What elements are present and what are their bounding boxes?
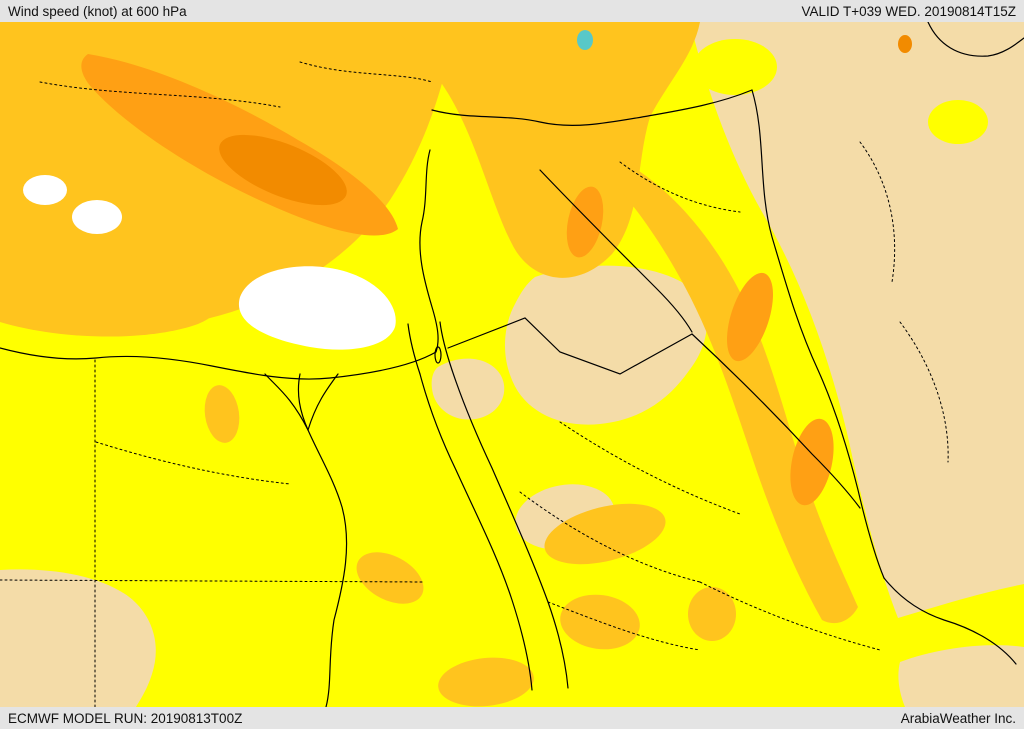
wind-band-amber-hejaz [356,552,424,604]
wind-band-white-egypt-north [238,266,396,350]
wind-band-tan-iran [690,22,1024,618]
brand-label: ArabiaWeather Inc. [900,710,1016,726]
coastline-caspian [927,22,1024,57]
border-turkey-south [431,89,753,126]
wind-core-orange-zagros-north [727,272,773,362]
border-syria-iraq [539,169,693,333]
wind-band-yellow-anatolia-east [693,39,777,95]
wind-band-amber-nejd-1 [544,503,666,565]
boundary-saudi-2-dotted [519,491,701,583]
wind-band-tan-jordan-saudi [504,265,707,425]
model-run-label: ECMWF MODEL RUN: 20190813T00Z [8,710,243,726]
river-nile-delta-east [307,373,339,431]
wind-core-orange-zagros-south [790,418,834,506]
footer-bar: ECMWF MODEL RUN: 20190813T00Z ArabiaWeat… [0,707,1024,729]
header-bar: Wind speed (knot) at 600 hPa VALID T+039… [0,0,1024,22]
wind-band-tan-bottom-right [898,645,1024,707]
wind-band-yellow-caspian [928,100,988,144]
boundary-turkey-2-dotted [299,61,433,83]
coastline-red-sea-west [419,373,533,691]
wind-band-amber-zagros-jet [614,163,858,624]
wind-band-amber-south [438,657,534,707]
wind-band-tan-egypt-sw [0,569,156,707]
coastline-levant-egypt [0,149,439,380]
coastline-persian-gulf [883,577,1017,665]
wind-core-orange-syria [566,186,604,258]
map-title: Wind speed (knot) at 600 hPa [8,3,187,19]
boundary-iran-2-dotted [899,321,949,463]
boundary-iran-1-dotted [859,141,896,283]
wind-core-deep-anatolia [219,134,347,206]
boundary-syria-dotted [619,161,741,213]
border-jordan-saudi [447,317,693,375]
border-egypt-sudan-dotted [0,579,425,583]
wind-map-svg [0,22,1024,707]
border-iran-iraq [751,89,885,579]
river-nile-delta-west [264,373,309,431]
boundary-turkey-1-dotted [39,81,281,108]
river-nile [297,373,348,707]
wind-core-dot-caspian [898,35,912,53]
border-iraq-saudi [691,333,861,509]
gulf-of-suez [407,323,421,375]
wind-band-amber-delta-west [0,249,220,337]
wind-band-amber-nejd-3 [688,587,736,641]
wind-band-white-left-1 [23,175,67,205]
wind-band-tan-sinai [431,358,505,420]
dead-sea [434,346,442,364]
boundary-arabia-coast-dotted [547,601,701,651]
map-canvas [0,22,1024,707]
valid-time-label: VALID T+039 WED. 20190814T15Z [801,3,1017,19]
wind-band-amber-syria [385,22,700,278]
wind-band-white-left-2 [72,200,122,234]
coastline-red-sea-east [451,369,569,689]
boundary-saudi-3-dotted [699,581,881,651]
boundary-west-desert-dotted [95,441,291,485]
lake-icon [577,30,593,50]
boundary-saudi-1-dotted [559,421,741,515]
gulf-of-aqaba [439,321,453,371]
wind-band-amber-nile [204,385,240,443]
